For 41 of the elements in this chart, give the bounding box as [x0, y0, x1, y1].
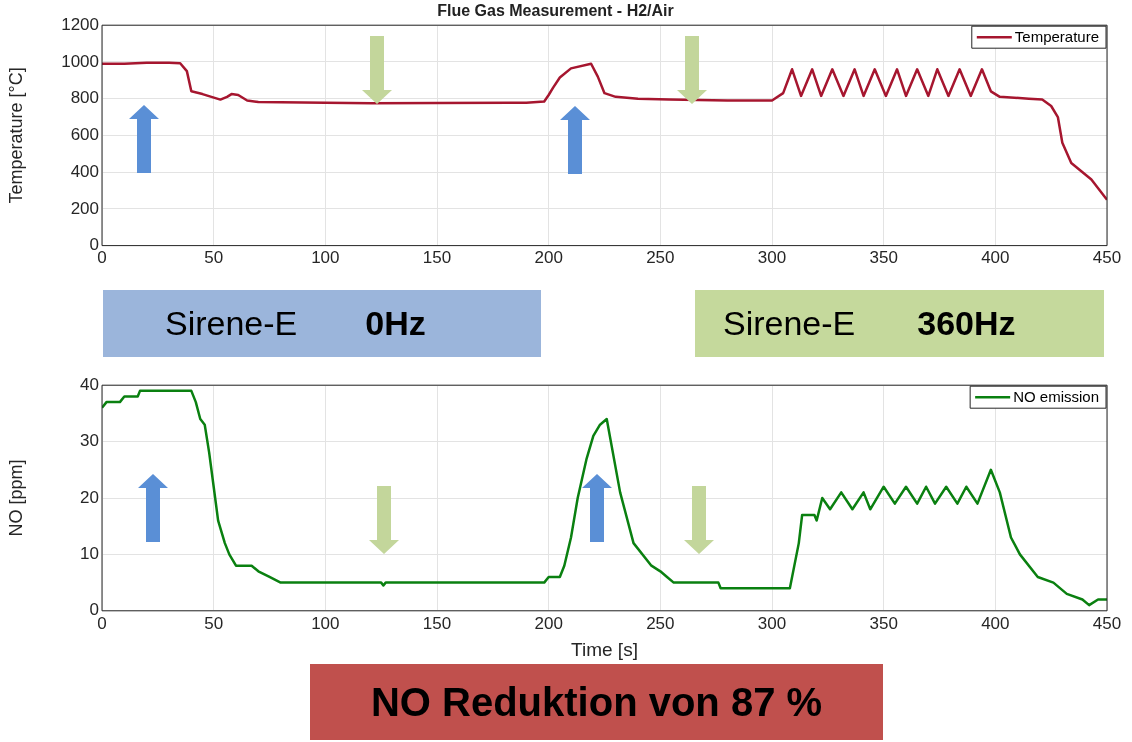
text: 360Hz: [917, 304, 1016, 343]
legend-label: NO emission: [1013, 388, 1099, 406]
y-axis-title: NO [ppm]: [5, 459, 26, 537]
x-tick-label: 50: [204, 248, 224, 268]
x-tick-label: 50: [204, 613, 224, 633]
legend-label: Temperature: [1014, 28, 1100, 46]
x-tick-label: 150: [422, 248, 452, 268]
chart-title: Flue Gas Measurement - H2/Air: [437, 2, 674, 20]
y-tick-label: 0: [89, 235, 99, 255]
y-axis-title: Temperature [°C]: [5, 67, 26, 204]
text: NO Reduktion von 87 %: [370, 679, 823, 725]
y-tick-label: 400: [70, 161, 99, 181]
y-tick-label: 40: [80, 374, 99, 394]
x-tick-label: 400: [981, 248, 1010, 268]
x-tick-label: 250: [646, 248, 675, 268]
x-tick-label: 300: [757, 248, 787, 268]
text: Sirene-E: [165, 304, 298, 343]
x-tick-label: 450: [1092, 613, 1122, 633]
y-tick-label: 800: [70, 88, 99, 108]
y-tick-label: 1200: [61, 14, 99, 34]
x-tick-label: 300: [757, 613, 787, 633]
x-tick-label: 150: [422, 613, 452, 633]
x-tick-label: 100: [311, 248, 340, 268]
x-tick-label: 350: [869, 248, 898, 268]
text: Sirene-E: [723, 304, 856, 343]
y-tick-label: 1000: [61, 51, 99, 71]
text: 0Hz: [365, 304, 426, 343]
x-axis-title: Time [s]: [571, 638, 638, 660]
x-tick-label: 200: [534, 613, 563, 633]
x-tick-label: 200: [534, 248, 563, 268]
y-tick-label: 0: [89, 600, 99, 620]
x-tick-label: 450: [1092, 248, 1122, 268]
x-tick-label: 250: [646, 613, 675, 633]
y-tick-label: 200: [70, 198, 99, 218]
x-tick-label: 400: [981, 613, 1010, 633]
y-tick-label: 30: [80, 431, 99, 451]
y-tick-label: 20: [80, 487, 99, 507]
y-tick-label: 600: [70, 125, 99, 145]
x-tick-label: 350: [869, 613, 898, 633]
x-tick-label: 100: [311, 613, 340, 633]
y-tick-label: 10: [80, 544, 99, 564]
